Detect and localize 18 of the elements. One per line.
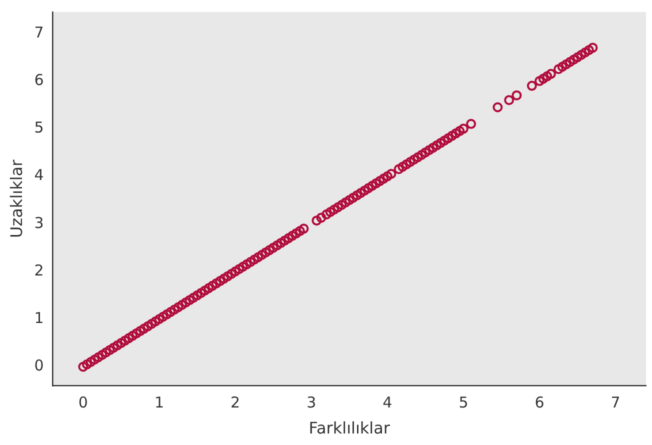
x-tick-label: 4	[382, 394, 392, 412]
x-tick-label: 7	[610, 394, 620, 412]
y-tick-label: 4	[34, 166, 44, 184]
x-tick-label: 5	[458, 394, 468, 412]
y-tick-label: 5	[34, 118, 44, 137]
y-tick-label: 1	[34, 309, 44, 328]
y-tick-label: 2	[34, 261, 44, 280]
x-tick-label: 6	[534, 394, 544, 412]
y-axis-title: Uzaklıklar	[6, 159, 26, 238]
y-tick-label: 3	[34, 214, 44, 232]
x-tick-label: 0	[78, 394, 88, 412]
x-tick-label: 3	[306, 394, 316, 412]
y-tick-label: 0	[34, 356, 44, 375]
x-tick-label: 2	[230, 394, 240, 412]
y-tick-label: 7	[34, 23, 44, 42]
y-tick-label: 6	[34, 70, 44, 89]
x-tick-label: 1	[154, 394, 164, 412]
x-axis-title: Farklılıklar	[308, 418, 390, 438]
